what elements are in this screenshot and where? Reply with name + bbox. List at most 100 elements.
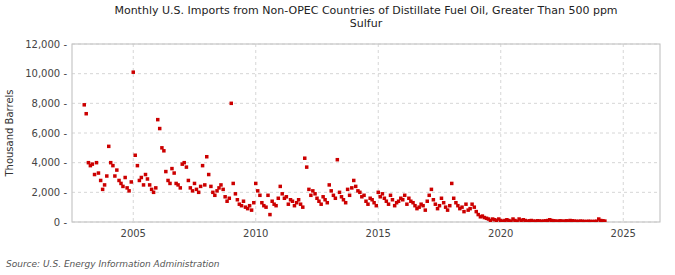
- point: [123, 176, 127, 180]
- point: [152, 191, 156, 195]
- point: [142, 183, 146, 187]
- source: Source: U.S. Energy Information Administ…: [6, 259, 220, 269]
- point: [473, 205, 477, 209]
- point: [242, 199, 246, 203]
- point: [191, 189, 195, 193]
- point: [285, 195, 289, 199]
- x-grid-line: [255, 44, 256, 222]
- point: [103, 183, 107, 187]
- point: [115, 168, 119, 172]
- point: [421, 204, 425, 208]
- point: [389, 194, 393, 198]
- point: [209, 185, 213, 189]
- x-grid-line: [623, 44, 624, 222]
- point: [280, 192, 284, 196]
- point: [158, 127, 162, 131]
- point: [83, 103, 87, 107]
- point: [268, 213, 272, 217]
- point: [164, 170, 168, 174]
- y-grid-line: [72, 44, 660, 45]
- point: [426, 199, 430, 203]
- point: [328, 183, 332, 187]
- point: [303, 156, 307, 160]
- point: [279, 185, 283, 189]
- point: [234, 192, 238, 196]
- point: [168, 182, 172, 186]
- point: [250, 208, 254, 212]
- point: [133, 154, 137, 158]
- point: [205, 155, 209, 159]
- point: [93, 173, 97, 177]
- point: [231, 182, 235, 186]
- point: [326, 201, 330, 205]
- x-tick-label: 2015: [366, 228, 391, 239]
- x-tick-label: 2025: [611, 228, 636, 239]
- chart: Monthly U.S. Imports from Non-OPEC Count…: [0, 0, 675, 275]
- ticks: 0 -2,000 -4,000 -6,000 -8,000 -10,000 -1…: [25, 39, 636, 240]
- point: [111, 164, 115, 168]
- y-tick-label: 12,000 -: [25, 39, 67, 50]
- point: [182, 161, 186, 165]
- point: [264, 205, 268, 209]
- point: [146, 177, 150, 181]
- point: [107, 145, 111, 149]
- point: [221, 188, 225, 192]
- point: [132, 70, 136, 74]
- title-line: Monthly U.S. Imports from Non-OPEC Count…: [114, 4, 617, 17]
- point: [344, 201, 348, 205]
- point: [430, 188, 434, 192]
- plot-frame: [72, 44, 660, 222]
- point: [193, 182, 197, 186]
- point: [254, 182, 258, 186]
- point: [381, 192, 385, 196]
- point: [121, 185, 125, 189]
- point: [223, 195, 227, 199]
- point: [358, 191, 362, 195]
- point: [179, 186, 183, 190]
- y-tick-label: 10,000 -: [25, 68, 67, 79]
- point: [438, 204, 442, 208]
- point: [424, 208, 428, 212]
- point: [84, 112, 88, 116]
- y-grid-line: [72, 162, 660, 163]
- point: [162, 149, 166, 153]
- point: [348, 194, 352, 198]
- point: [197, 191, 201, 195]
- point: [366, 202, 370, 206]
- point: [313, 192, 317, 196]
- point: [136, 164, 140, 168]
- point: [452, 197, 456, 201]
- point: [301, 205, 305, 209]
- point: [434, 202, 438, 206]
- point: [336, 158, 340, 162]
- point: [203, 183, 207, 187]
- point: [319, 202, 323, 206]
- point: [468, 207, 472, 211]
- point: [172, 171, 176, 175]
- point: [387, 202, 391, 206]
- point: [352, 179, 356, 183]
- x-grid-line: [500, 44, 501, 222]
- y-grid-line: [72, 73, 660, 74]
- points: [83, 70, 607, 222]
- point: [213, 194, 217, 198]
- point: [154, 186, 158, 190]
- y-axis-label: Thousand Barrels: [4, 89, 15, 177]
- point: [185, 165, 189, 169]
- point: [113, 174, 117, 178]
- y-tick-label: 4,000 -: [32, 157, 68, 168]
- point: [375, 204, 379, 208]
- point: [252, 201, 256, 205]
- point: [427, 194, 431, 198]
- point: [140, 176, 144, 180]
- point: [440, 197, 444, 201]
- x-tick-label: 2005: [121, 228, 146, 239]
- y-tick-label: 6,000 -: [32, 128, 68, 139]
- point: [338, 191, 342, 195]
- point: [274, 204, 278, 208]
- point: [405, 202, 409, 206]
- point: [219, 183, 223, 187]
- point: [97, 171, 101, 175]
- point: [228, 197, 232, 201]
- point: [460, 205, 464, 209]
